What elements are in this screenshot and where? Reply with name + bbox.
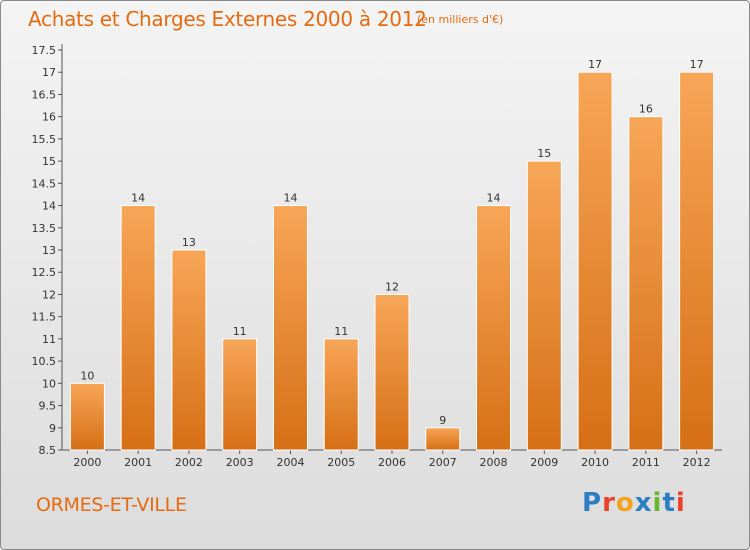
y-tick-label: 11.5 — [32, 311, 57, 324]
bar-2010 — [577, 71, 613, 451]
bar-2005 — [323, 338, 359, 451]
y-tick-label: 9.5 — [39, 400, 57, 413]
x-tick-label: 2000 — [73, 456, 101, 469]
logo-letter: t — [662, 488, 676, 518]
bar-2011 — [628, 116, 664, 451]
commune-name: ORMES-ET-VILLE — [36, 494, 187, 516]
y-axis: 8.5 9 9.5 10 10.5 11 11.5 12 12.5 13 13.5 14 14.5 15 1… — [32, 44, 63, 457]
x-tick-label: 2002 — [175, 456, 203, 469]
x-tick-label: 2012 — [683, 456, 711, 469]
y-tick-label: 9 — [49, 422, 56, 435]
proxiti-logo[interactable]: Proxiti — [582, 488, 686, 518]
y-tick-label: 12 — [42, 288, 56, 301]
bar-2002 — [171, 249, 207, 451]
logo-letter: r — [602, 488, 616, 518]
data-label-2002: 13 — [182, 236, 196, 249]
bar-2000 — [69, 382, 105, 451]
x-tick-label: 2010 — [581, 456, 609, 469]
data-label-2000: 10 — [80, 369, 94, 382]
chart-title: Achats et Charges Externes 2000 à 2012 — [28, 7, 427, 31]
x-tick-label: 2005 — [327, 456, 355, 469]
y-tick-label: 13 — [42, 244, 56, 257]
y-tick-label: 14 — [42, 200, 56, 213]
y-tick-label: 10.5 — [32, 355, 57, 368]
y-tick-label: 16 — [42, 111, 56, 124]
x-tick-label: 2011 — [632, 456, 660, 469]
y-tick-label: 15 — [42, 155, 56, 168]
y-tick-label: 16.5 — [32, 88, 57, 101]
y-tick-label: 12.5 — [32, 266, 57, 279]
bar-2003 — [222, 338, 258, 451]
x-tick-label: 2006 — [378, 456, 406, 469]
data-label-2012: 17 — [690, 58, 704, 71]
data-label-2007: 9 — [439, 414, 446, 427]
data-label-2010: 17 — [588, 58, 602, 71]
y-tick-label: 10 — [42, 377, 56, 390]
y-tick-label: 15.5 — [32, 133, 57, 146]
logo-letter: x — [634, 488, 653, 518]
logo-letter: P — [582, 488, 603, 518]
bars — [69, 71, 715, 451]
y-tick-label: 11 — [42, 333, 56, 346]
bar-2008 — [476, 205, 512, 451]
data-label-2004: 14 — [283, 192, 297, 205]
x-tick-label: 2008 — [480, 456, 508, 469]
bar-2004 — [272, 205, 308, 451]
logo-letter: i — [675, 488, 686, 518]
bar-2007 — [425, 427, 461, 451]
logo-letter: o — [615, 488, 635, 518]
bar-2001 — [120, 205, 156, 451]
x-tick-label: 2009 — [530, 456, 558, 469]
y-tick-label: 17 — [42, 66, 56, 79]
logo-letter: i — [652, 488, 663, 518]
x-tick-label: 2007 — [429, 456, 457, 469]
y-tick-label: 8.5 — [39, 444, 57, 457]
x-tick-label: 2003 — [226, 456, 254, 469]
data-label-2006: 12 — [385, 280, 399, 293]
data-labels: 10 14 13 11 14 11 12 9 14 15 17 16 17 — [80, 58, 703, 427]
bar-2012 — [679, 71, 715, 451]
y-tick-label: 17.5 — [32, 44, 57, 57]
data-label-2008: 14 — [487, 192, 501, 205]
x-axis: 2000 2001 2002 2003 2004 2005 2006 2007 2008 2009… — [62, 449, 722, 469]
data-label-2009: 15 — [537, 147, 551, 160]
data-label-2011: 16 — [639, 103, 653, 116]
chart-subtitle: (en milliers d'€) — [417, 13, 504, 26]
x-tick-label: 2004 — [276, 456, 304, 469]
bar-2009 — [526, 160, 562, 451]
x-tick-label: 2001 — [124, 456, 152, 469]
y-tick-label: 13.5 — [32, 222, 57, 235]
bar-2006 — [374, 293, 410, 451]
y-tick-label: 14.5 — [32, 177, 57, 190]
data-label-2005: 11 — [334, 325, 348, 338]
data-label-2003: 11 — [233, 325, 247, 338]
data-label-2001: 14 — [131, 192, 145, 205]
